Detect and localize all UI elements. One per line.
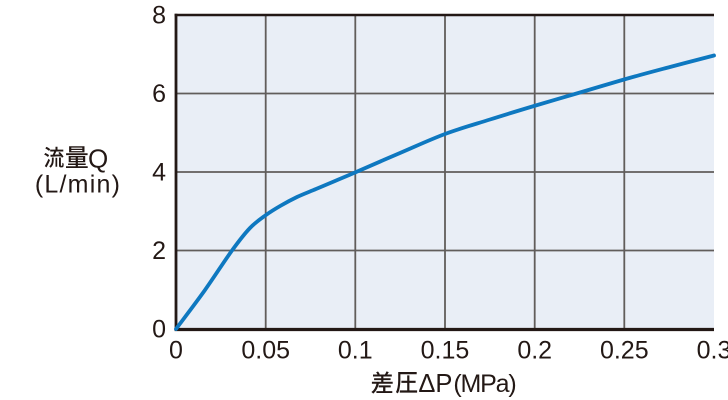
svg-text:Q: Q	[88, 144, 108, 174]
svg-text:2: 2	[152, 237, 166, 265]
svg-text:ΔP: ΔP	[418, 370, 452, 398]
svg-text:0.3: 0.3	[697, 337, 728, 365]
svg-text:0: 0	[152, 316, 166, 344]
svg-text:(L/min): (L/min)	[35, 170, 121, 198]
svg-text:8: 8	[152, 2, 166, 30]
svg-text:0: 0	[169, 337, 183, 365]
svg-text:6: 6	[152, 80, 166, 108]
svg-text:0.1: 0.1	[338, 337, 373, 365]
svg-text:(MPa): (MPa)	[453, 370, 515, 398]
svg-text:4: 4	[152, 159, 166, 187]
svg-text:0.15: 0.15	[421, 337, 470, 365]
svg-text:0.2: 0.2	[517, 337, 552, 365]
svg-text:0.05: 0.05	[241, 337, 290, 365]
svg-text:0.25: 0.25	[600, 337, 649, 365]
